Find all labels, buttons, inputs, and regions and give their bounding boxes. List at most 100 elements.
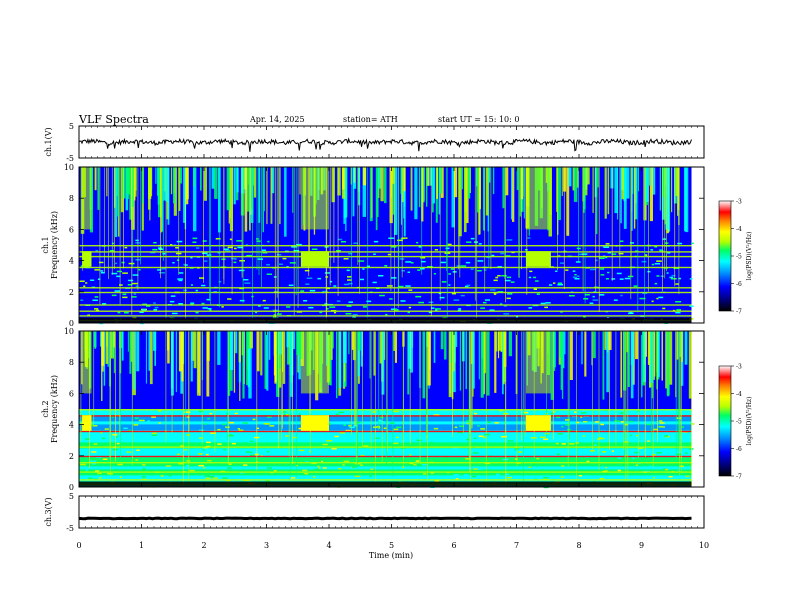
impulse-line [584, 167, 586, 304]
spectrogram-column [348, 331, 350, 355]
spectrogram-speckle [470, 237, 475, 240]
spectrogram-column [298, 331, 301, 380]
spectrogram-speckle [635, 250, 639, 252]
spectrogram-speckle [596, 467, 601, 469]
spectrogram-speckle [635, 464, 639, 466]
spectrogram-column [94, 331, 97, 349]
spectrogram-row [79, 382, 692, 386]
spectrogram-speckle [233, 261, 237, 264]
impulse-line [355, 331, 356, 426]
spectrogram-speckle [422, 464, 428, 466]
spectrogram-speckle [630, 434, 633, 436]
spectrogram-speckle [611, 253, 617, 255]
impulse-line [325, 167, 327, 323]
colorbar-tick-label: -5 [736, 254, 742, 261]
spectrogram-speckle [565, 269, 569, 271]
spectrogram-speckle [637, 447, 644, 449]
impulse-line [652, 331, 654, 467]
spectrogram-speckle [311, 461, 315, 463]
spectrogram-speckle [262, 249, 266, 251]
spectrogram-speckle [322, 443, 328, 446]
persistent-line [79, 462, 692, 464]
spectrogram-speckle [639, 297, 646, 300]
spectrogram-speckle [506, 297, 511, 300]
spectrogram-column [292, 331, 295, 350]
impulse-line [256, 167, 258, 270]
spectrogram-speckle [384, 456, 391, 459]
spectrogram-column [465, 167, 469, 223]
spectrogram-speckle [605, 278, 609, 280]
spectrogram-column [229, 167, 231, 219]
spectrogram-speckle [116, 270, 122, 273]
spectrogram-speckle [199, 277, 205, 279]
spectrogram-column [403, 167, 406, 237]
spectrogram-speckle [80, 463, 87, 466]
impulse-line [110, 331, 111, 476]
impulse-line [664, 167, 666, 279]
spectrogram-speckle [453, 299, 460, 301]
spectrogram-row [79, 361, 692, 365]
spectrogram-column [561, 167, 563, 197]
spectrogram-column [449, 331, 451, 394]
spectrogram-column [401, 167, 404, 203]
spectrogram-column [620, 331, 623, 398]
spectrogram-column [662, 167, 666, 197]
spectrogram-speckle [295, 464, 298, 467]
spectrogram-column [94, 167, 97, 191]
spectrogram-column [149, 331, 153, 385]
spectrogram-speckle [342, 464, 345, 466]
spectrogram-column [467, 167, 471, 199]
spectrogram-row [79, 269, 692, 273]
spectrogram-column [286, 331, 291, 365]
spectrogram-speckle [215, 238, 221, 240]
impulse-line [375, 331, 376, 482]
spectrogram-speckle [83, 285, 86, 287]
spectrogram-speckle [246, 254, 252, 257]
spectrogram-speckle [334, 435, 339, 438]
spectrogram-column [268, 331, 271, 360]
spectrogram-row [79, 472, 692, 476]
impulse-line [277, 167, 279, 315]
impulse-line [471, 331, 473, 429]
spectrogram-row [79, 376, 692, 380]
impulse-line [295, 331, 297, 478]
impulse-line [261, 167, 262, 289]
spectrogram-speckle [503, 305, 507, 307]
spectrogram-column [145, 331, 147, 384]
spectrogram-speckle [583, 316, 586, 318]
spectrogram-column [460, 167, 463, 190]
spectrogram-speckle [139, 311, 144, 313]
impulse-line [592, 331, 593, 453]
spectrogram-speckle [665, 438, 669, 440]
spectrogram-column [253, 167, 255, 186]
impulse-line [201, 331, 203, 445]
spectrogram-column [568, 167, 572, 187]
freq-tick-label: 2 [69, 452, 74, 461]
spectrogram-speckle [116, 442, 123, 445]
spectrogram-row [79, 296, 692, 300]
spectrogram-column [162, 167, 167, 201]
spectrogram-column [226, 167, 231, 211]
spectrogram-speckle [397, 285, 404, 288]
spectrogram-speckle [393, 428, 399, 431]
spectrogram-column [592, 167, 594, 213]
spectrogram-speckle [533, 288, 537, 290]
spectrogram-speckle [485, 299, 490, 301]
impulse-line [163, 167, 164, 261]
spectrogram-column [247, 331, 250, 349]
spectrogram-column [492, 167, 495, 195]
spectrogram-column [502, 167, 505, 209]
spectrogram-speckle [617, 469, 622, 472]
persistent-line [79, 409, 692, 411]
spectrogram-speckle [245, 244, 248, 246]
spectrogram-speckle [293, 436, 298, 439]
spectrogram-row [79, 206, 692, 210]
spectrogram-column [572, 167, 576, 191]
spectrogram-speckle [441, 281, 447, 283]
time-tick-label: 6 [451, 541, 456, 550]
spectrogram-speckle [435, 308, 441, 310]
spectrogram-column [233, 167, 236, 205]
spectrogram-speckle [172, 262, 175, 264]
spectrogram-column [586, 167, 590, 185]
